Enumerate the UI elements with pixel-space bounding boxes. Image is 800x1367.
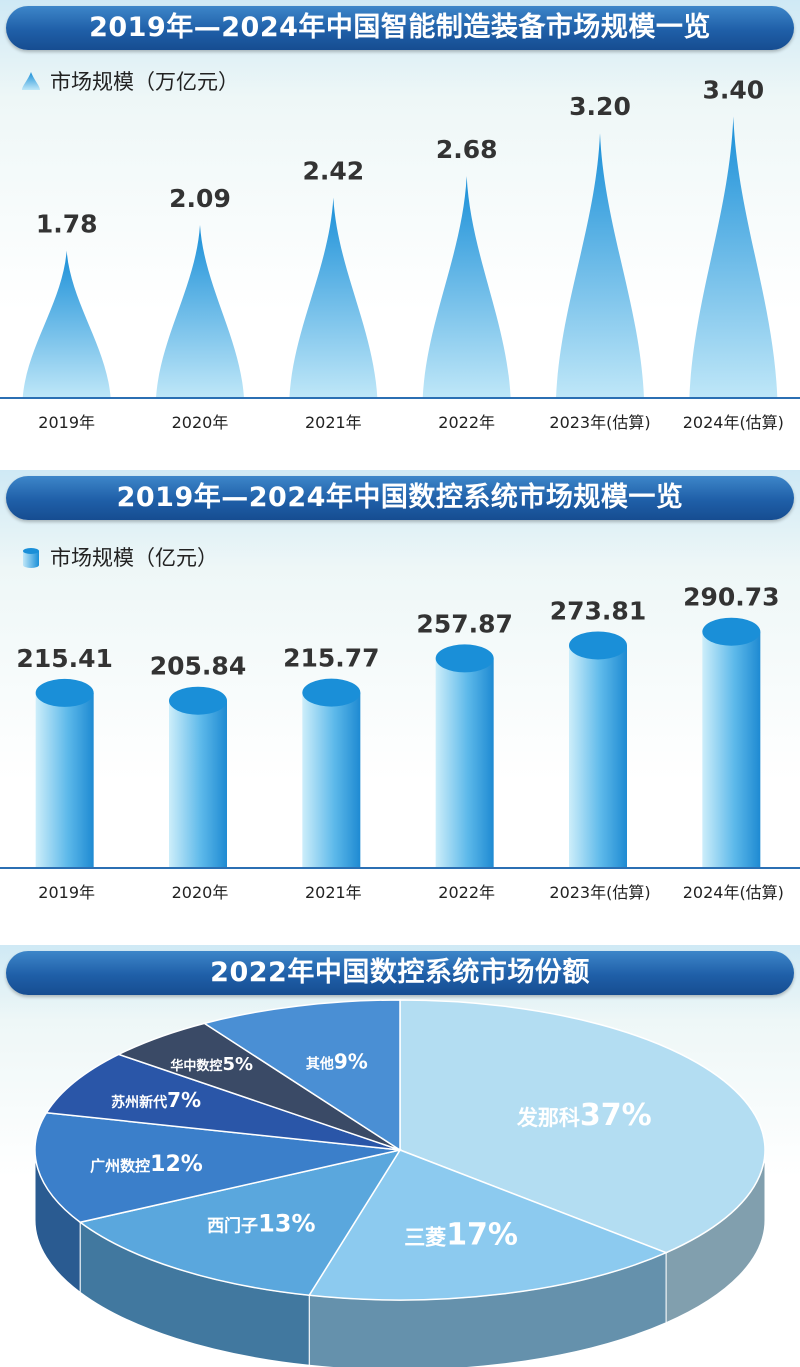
pie-slice-label: 其他9% — [306, 1050, 368, 1074]
peak-bar — [689, 116, 778, 399]
peak-bar — [289, 197, 378, 398]
chart-1-legend: 市场规模（万亿元） — [20, 66, 239, 96]
cylinder-top — [569, 631, 627, 660]
x-tick-label: 2019年 — [38, 883, 95, 902]
value-label: 3.20 — [569, 92, 631, 121]
pie-slice — [202, 999, 401, 1152]
pie-slice-label: 华中数控5% — [170, 1054, 253, 1075]
cylinder-top — [169, 686, 227, 715]
value-label: 3.40 — [702, 76, 764, 105]
x-tick-label: 2020年 — [172, 413, 229, 432]
cylinder-bar — [569, 645, 627, 868]
pie-slice-label: 三菱17% — [404, 1217, 518, 1252]
x-tick-label: 2022年 — [438, 883, 495, 902]
pie-slice — [399, 999, 766, 1254]
x-tick-label: 2023年(估算) — [549, 413, 650, 432]
chart-3-title: 2022年中国数控系统市场份额 — [6, 951, 794, 995]
cylinder-top — [435, 644, 494, 673]
cylinder-bar — [702, 631, 761, 868]
x-tick-label: 2019年 — [38, 413, 95, 432]
x-tick-label: 2021年 — [305, 883, 362, 902]
peak-bar — [156, 224, 244, 398]
chart-2-section: 2019年—2024年中国数控系统市场规模一览 市场规模（亿元） 215.41 2… — [0, 470, 800, 915]
chart-2-legend: 市场规模（亿元） — [20, 542, 218, 572]
chart-1-title: 2019年—2024年中国智能制造装备市场规模一览 — [6, 6, 794, 50]
chart-2-legend-label: 市场规模（亿元） — [50, 546, 218, 570]
chart-2-plot: 215.41 2019年 205.84 2020年 215.77 2021年 257.87 2… — [0, 583, 800, 902]
cylinder-bar — [169, 700, 227, 868]
pie-slice-label: 发那科37% — [516, 1098, 652, 1133]
peak-bar — [422, 176, 511, 398]
cylinder-top — [35, 678, 94, 707]
pie-slice-label: 广州数控12% — [90, 1152, 203, 1177]
value-label: 290.73 — [683, 583, 779, 612]
triangle-legend-icon — [22, 72, 40, 90]
cylinder-top — [302, 678, 361, 707]
x-tick-label: 2021年 — [305, 413, 362, 432]
chart-1-legend-label: 市场规模（万亿元） — [50, 70, 239, 94]
chart-1-background — [0, 0, 800, 445]
value-label: 1.78 — [36, 210, 98, 239]
value-label: 2.42 — [302, 157, 364, 186]
pie-top-faces — [34, 999, 766, 1301]
cylinder-bar — [435, 658, 494, 868]
pie-slice — [34, 1111, 401, 1224]
cylinder-top — [702, 617, 761, 646]
x-tick-label: 2024年(估算) — [683, 883, 784, 902]
value-label: 215.77 — [283, 644, 379, 673]
pie-slice — [78, 1148, 402, 1297]
x-tick-label: 2024年(估算) — [683, 413, 784, 432]
peak-bar — [556, 133, 644, 398]
pie-slice-label: 西门子13% — [207, 1209, 315, 1237]
value-label: 205.84 — [150, 652, 246, 681]
pie-slice-label: 苏州新代7% — [111, 1088, 201, 1112]
value-label: 2.09 — [169, 184, 231, 213]
x-tick-label: 2020年 — [172, 883, 229, 902]
value-label: 273.81 — [550, 596, 646, 625]
value-label: 257.87 — [416, 609, 512, 638]
x-tick-label: 2022年 — [438, 413, 495, 432]
chart-3-pie: 发那科37% 三菱17% 西门子13% 广州数控12% 苏州新代7% 华中数控5% 其他9% — [34, 999, 766, 1367]
x-tick-label: 2023年(估算) — [549, 883, 650, 902]
pie-slice — [307, 1149, 669, 1301]
chart-1-section: 2019年—2024年中国智能制造装备市场规模一览 市场规模（万亿元） 1.78… — [0, 0, 800, 445]
pie-slice — [45, 1053, 401, 1151]
chart-1-plot: 1.78 2019年 2.09 2020年 2.42 2021年 2.68 2022年 3.20… — [0, 76, 800, 432]
value-label: 215.41 — [16, 644, 112, 673]
cylinder-bar — [35, 692, 94, 868]
chart-2-background — [0, 470, 800, 915]
chart-2-title: 2019年—2024年中国数控系统市场规模一览 — [6, 476, 794, 520]
cylinder-legend-icon — [23, 548, 39, 568]
value-label: 2.68 — [436, 135, 498, 164]
chart-3-section: 2022年中国数控系统市场份额 发那科37% 三菱17% 西门子13% 广州数控12%… — [0, 945, 800, 1367]
peak-bar — [22, 250, 111, 398]
cylinder-bar — [302, 692, 361, 868]
